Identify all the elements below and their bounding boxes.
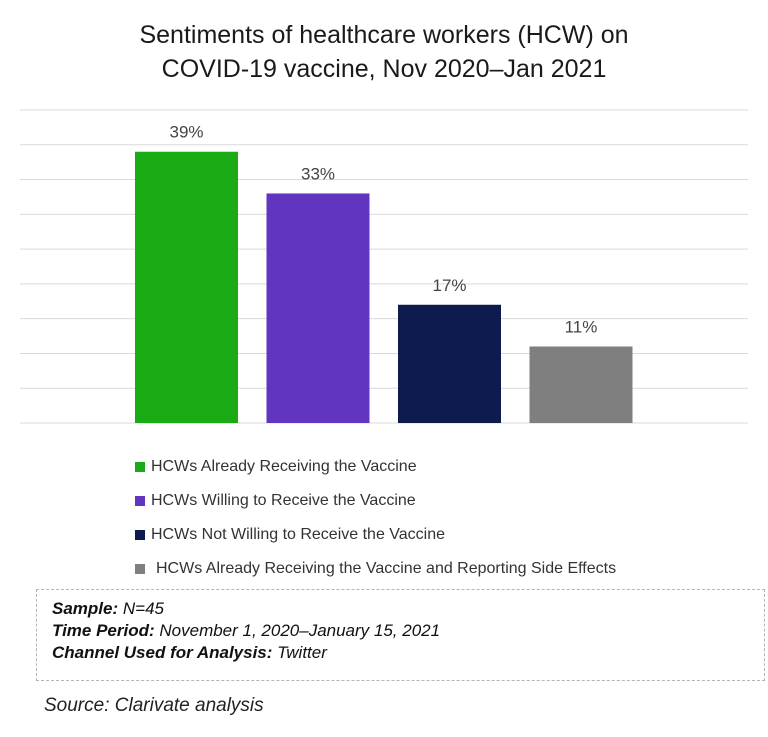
sample-line: Sample: N=45 (52, 598, 764, 620)
legend-swatch (135, 496, 145, 506)
channel-value: Twitter (272, 643, 327, 662)
legend-swatch (135, 462, 145, 472)
legend-label: HCWs Not Willing to Receive the Vaccine (151, 526, 446, 543)
legend-swatch (135, 564, 145, 574)
legend-item: HCWs Not Willing to Receive the Vaccine (135, 518, 616, 552)
bar (529, 346, 633, 423)
sample-value: N=45 (118, 599, 164, 618)
legend-label: HCWs Already Receiving the Vaccine (151, 458, 417, 475)
time-period-value: November 1, 2020–January 15, 2021 (154, 621, 441, 640)
chart-title-line-1: Sentiments of healthcare workers (HCW) o… (139, 21, 629, 49)
bars (135, 151, 633, 423)
time-period-line: Time Period: November 1, 2020–January 15… (52, 620, 764, 642)
chart-title-line-2: COVID-19 vaccine, Nov 2020–Jan 2021 (161, 55, 607, 83)
legend-label: HCWs Willing to Receive the Vaccine (151, 492, 416, 509)
legend: HCWs Already Receiving the Vaccine HCWs … (135, 450, 616, 586)
data-label: 11% (565, 317, 598, 336)
channel-line: Channel Used for Analysis: Twitter (52, 642, 764, 664)
legend-item: HCWs Already Receiving the Vaccine and R… (135, 552, 616, 586)
legend-label: HCWs Already Receiving the Vaccine and R… (156, 560, 617, 577)
channel-label: Channel Used for Analysis: (52, 643, 273, 662)
data-label: 17% (432, 276, 466, 295)
sample-label: Sample: (52, 599, 119, 618)
gridlines (20, 109, 748, 424)
bar (398, 304, 501, 423)
data-label: 39% (169, 123, 203, 142)
chart-title: Sentiments of healthcare workers (HCW) o… (0, 18, 768, 86)
time-period-label: Time Period: (52, 621, 155, 640)
bar-chart: 39% 33% 17% 11% (20, 109, 748, 424)
legend-item: HCWs Already Receiving the Vaccine (135, 450, 616, 484)
bar (135, 151, 238, 423)
analysis-info-box: Sample: N=45 Time Period: November 1, 20… (36, 589, 765, 681)
legend-item: HCWs Willing to Receive the Vaccine (135, 484, 616, 518)
bar (266, 193, 370, 423)
data-label: 33% (301, 164, 335, 183)
data-labels: 39% 33% 17% 11% (169, 123, 597, 337)
source-note: Source: Clarivate analysis (44, 695, 264, 716)
legend-swatch (135, 530, 145, 540)
